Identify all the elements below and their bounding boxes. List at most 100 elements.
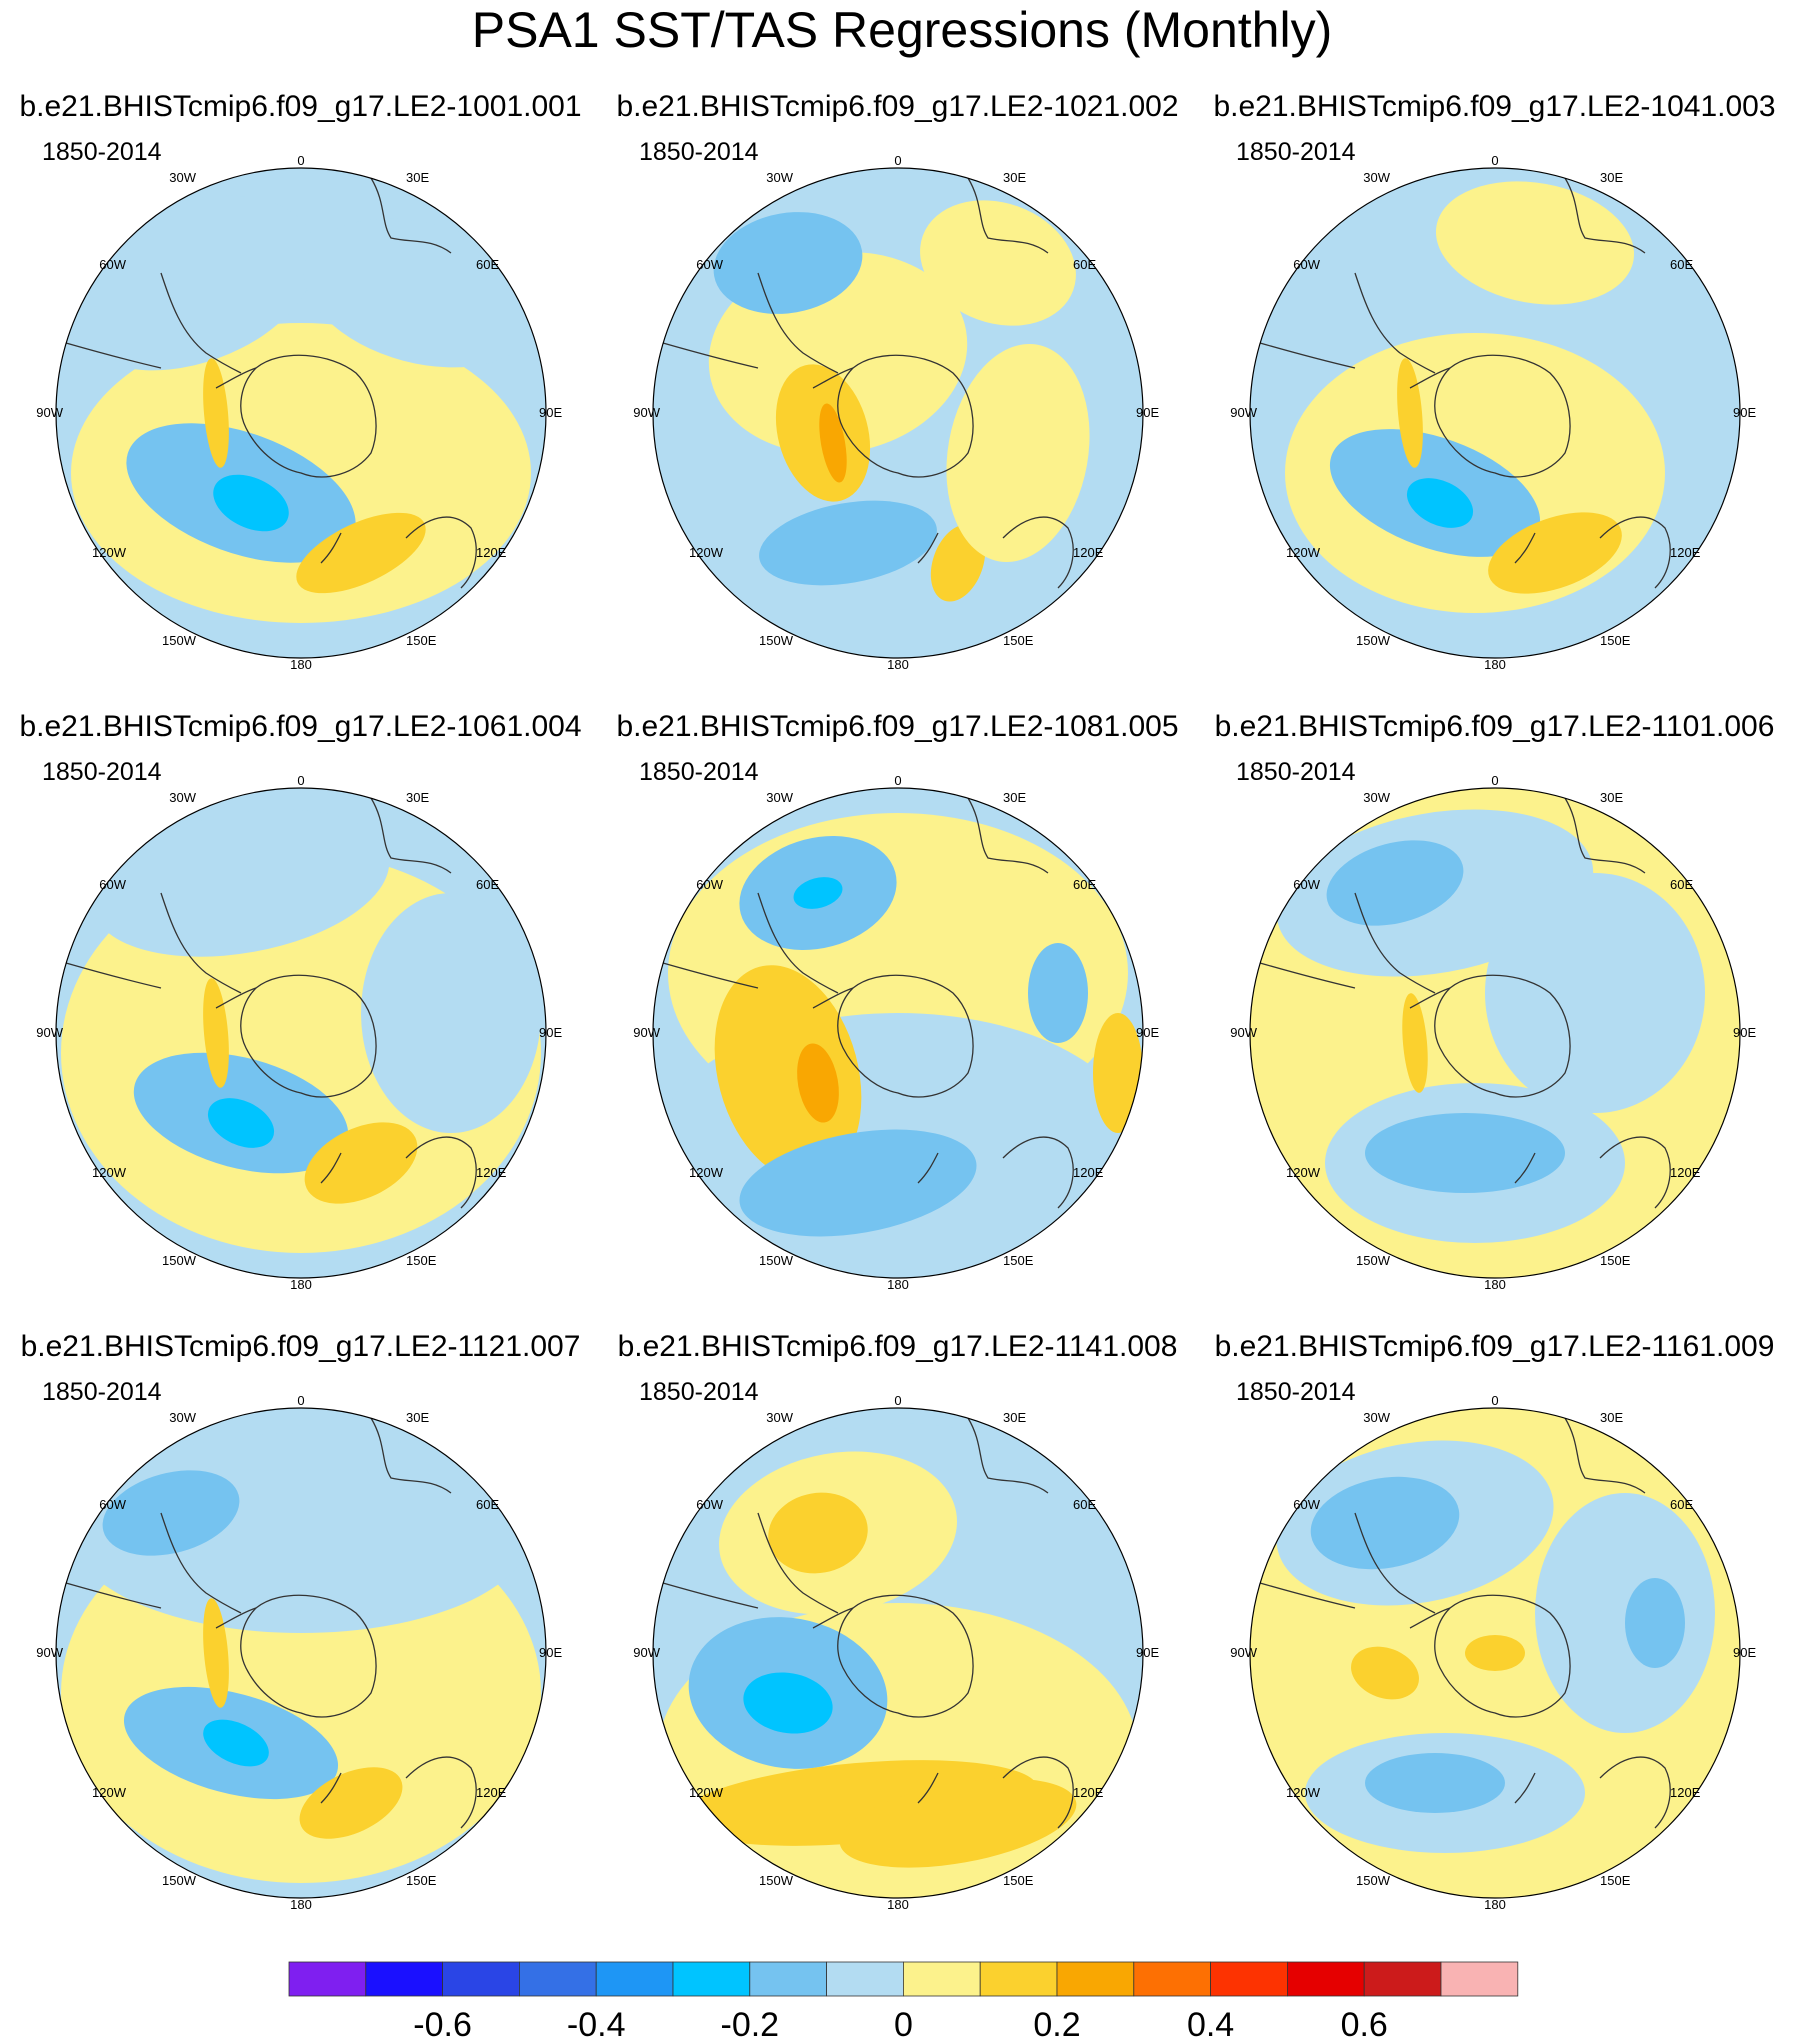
longitude-label: 120E xyxy=(1073,1785,1104,1800)
contour-region xyxy=(1365,1113,1565,1193)
longitude-label: 120W xyxy=(92,545,127,560)
map-panel: b.e21.BHISTcmip6.f09_g17.LE2-1081.005 18… xyxy=(597,710,1198,1330)
longitude-label: 90E xyxy=(539,1645,562,1660)
colorbar-box xyxy=(1287,1961,1365,1997)
panel-period-label: 1850-2014 xyxy=(639,138,759,166)
colorbar-box xyxy=(595,1961,674,1997)
longitude-label: 180 xyxy=(887,1897,909,1912)
contour-region xyxy=(207,1098,275,1148)
map-border xyxy=(1249,167,1741,659)
longitude-label: 60W xyxy=(1293,877,1320,892)
contour-region xyxy=(1535,1493,1715,1733)
contour-region xyxy=(102,1470,240,1556)
longitude-label: 150E xyxy=(406,1253,437,1268)
map-panel: b.e21.BHISTcmip6.f09_g17.LE2-1021.002 18… xyxy=(597,90,1198,710)
contour-region xyxy=(203,978,229,1088)
longitude-label: 60E xyxy=(476,1497,499,1512)
colorbar-tick-label: 0.6 xyxy=(1341,2006,1388,2042)
panel-period-label: 1850-2014 xyxy=(1236,1378,1356,1406)
longitude-label: 150E xyxy=(1003,1253,1034,1268)
coastlines xyxy=(65,177,477,589)
contour-region xyxy=(303,218,539,368)
longitude-label: 60E xyxy=(476,257,499,272)
longitude-label: 30E xyxy=(1600,790,1623,805)
longitude-label: 150W xyxy=(759,1253,794,1268)
longitude-label: 120W xyxy=(689,1785,724,1800)
longitude-label: 120E xyxy=(1670,545,1701,560)
map-border xyxy=(55,167,547,659)
colorbar-box xyxy=(672,1961,751,1997)
longitude-label: 0 xyxy=(297,153,304,168)
contour-region xyxy=(839,1778,1077,1868)
contour-region xyxy=(1351,1646,1419,1700)
longitude-label: 90E xyxy=(1733,1645,1756,1660)
longitude-label: 90E xyxy=(1136,1025,1159,1040)
longitude-label: 60W xyxy=(99,257,126,272)
colorbar-box xyxy=(979,1961,1058,1997)
polar-map: 0 30E 60E 90E 120E 150E 180 150W 120W 90W 60W 30W xyxy=(36,153,562,672)
longitude-label: 30E xyxy=(1003,790,1026,805)
panel-period-label: 1850-2014 xyxy=(639,1378,759,1406)
longitude-label: 60W xyxy=(99,1497,126,1512)
map-panel: b.e21.BHISTcmip6.f09_g17.LE2-1001.001 18… xyxy=(0,90,601,710)
contour-region xyxy=(714,965,862,1181)
longitude-label: 0 xyxy=(297,1393,304,1408)
colorbar-box xyxy=(442,1961,520,1997)
longitude-label: 60E xyxy=(476,877,499,892)
coastlines xyxy=(662,797,1074,1209)
contour-region xyxy=(1365,1753,1505,1813)
longitude-label: 90W xyxy=(36,405,63,420)
map-panel: b.e21.BHISTcmip6.f09_g17.LE2-1101.006 18… xyxy=(1194,710,1795,1330)
contour-region xyxy=(304,1122,418,1204)
contour-field xyxy=(653,168,1143,658)
panel-case-label: b.e21.BHISTcmip6.f09_g17.LE2-1081.005 xyxy=(616,710,1179,743)
panel-case-label: b.e21.BHISTcmip6.f09_g17.LE2-1041.003 xyxy=(1213,90,1776,123)
contour-region xyxy=(1485,873,1705,1113)
panel-period-label: 1850-2014 xyxy=(639,758,759,786)
longitude-label: 180 xyxy=(1484,1277,1506,1292)
longitude-label: 120W xyxy=(1286,1785,1321,1800)
polar-map: 0 30E 60E 90E 120E 150E 180 150W 120W 90W 60W 30W xyxy=(633,773,1159,1292)
longitude-label: 150W xyxy=(162,633,197,648)
longitude-label: 120W xyxy=(1286,545,1321,560)
longitude-label: 180 xyxy=(1484,657,1506,672)
colorbar-tick-label: -0.2 xyxy=(721,2006,780,2042)
longitude-label: 150E xyxy=(1003,633,1034,648)
longitude-label: 90E xyxy=(1733,1025,1756,1040)
panel-case-label: b.e21.BHISTcmip6.f09_g17.LE2-1001.001 xyxy=(19,90,582,123)
contour-region xyxy=(203,1598,229,1708)
polar-map: 0 30E 60E 90E 120E 150E 180 150W 120W 90W 60W 30W xyxy=(36,773,562,1292)
longitude-label: 150E xyxy=(1600,633,1631,648)
longitude-label: 90W xyxy=(633,405,660,420)
longitude-label: 150W xyxy=(759,1873,794,1888)
map-panel: b.e21.BHISTcmip6.f09_g17.LE2-1041.003 18… xyxy=(1194,90,1795,710)
longitude-label: 120E xyxy=(476,1165,507,1180)
panel-case-label: b.e21.BHISTcmip6.f09_g17.LE2-1021.002 xyxy=(616,90,1179,123)
longitude-label: 120E xyxy=(1073,545,1104,560)
longitude-label: 150E xyxy=(406,1873,437,1888)
longitude-label: 60E xyxy=(1073,877,1096,892)
contour-region xyxy=(1326,840,1464,926)
colorbar-box xyxy=(365,1961,443,1997)
longitude-label: 60E xyxy=(1073,257,1096,272)
contour-region xyxy=(743,1672,833,1734)
longitude-label: 120W xyxy=(689,545,724,560)
colorbar-box xyxy=(749,1961,827,1997)
longitude-label: 90W xyxy=(633,1025,660,1040)
longitude-label: 30W xyxy=(169,170,196,185)
coastlines xyxy=(65,797,477,1209)
contour-region xyxy=(1028,943,1088,1043)
longitude-label: 90W xyxy=(1230,405,1257,420)
panel-case-label: b.e21.BHISTcmip6.f09_g17.LE2-1061.004 xyxy=(19,710,582,743)
coastlines xyxy=(1259,797,1671,1209)
longitude-label: 60W xyxy=(696,1497,723,1512)
longitude-label: 30E xyxy=(1600,1410,1623,1425)
longitude-label: 0 xyxy=(894,1393,901,1408)
longitude-label: 90W xyxy=(1230,1645,1257,1660)
contour-field xyxy=(1250,168,1740,658)
longitude-label: 60E xyxy=(1670,1497,1693,1512)
contour-region xyxy=(1435,181,1635,305)
map-panel: b.e21.BHISTcmip6.f09_g17.LE2-1061.004 18… xyxy=(0,710,601,1330)
longitude-label: 30E xyxy=(1600,170,1623,185)
longitude-label: 90W xyxy=(36,1025,63,1040)
